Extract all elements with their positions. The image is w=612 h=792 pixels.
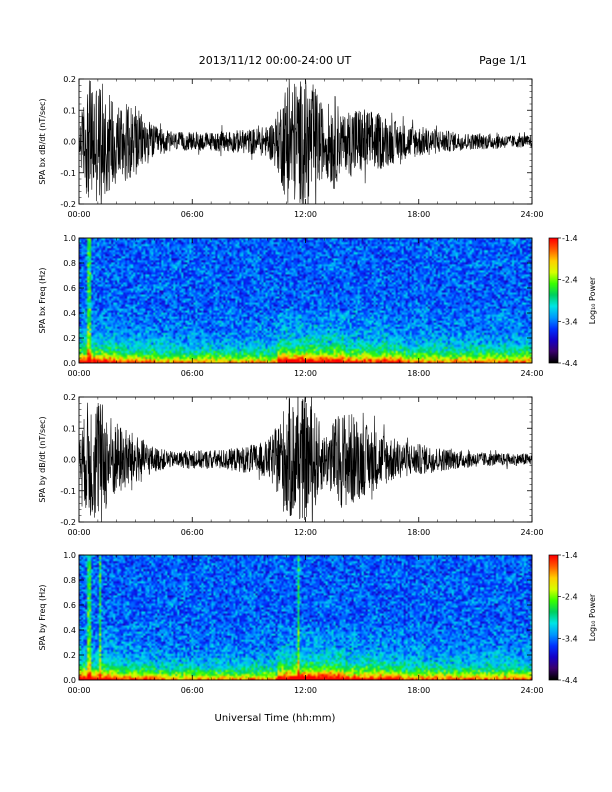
- y-tick-label: 0.0: [63, 359, 76, 368]
- panel-4-spectrogram: -1.4 -2.4 -3.4 -4.4 Log₁₀ Power: [78, 551, 597, 685]
- colorbar-tick-label: -3.4: [562, 634, 578, 643]
- y-tick-label: 0.0: [63, 138, 76, 147]
- y-tick-label: 0.8: [63, 259, 76, 268]
- x-tick-label: 24:00: [520, 686, 543, 695]
- colorbar-tick-label: -4.4: [562, 676, 578, 685]
- x-tick-label: 18:00: [407, 528, 430, 537]
- colorbar-frame: [548, 237, 559, 364]
- y-tick-label: 0.4: [63, 626, 76, 635]
- x-tick-label: 06:00: [181, 369, 204, 378]
- panels: 0.20.10.0-0.1-0.200:00 06:00 12:00 18:00 24:…: [38, 75, 597, 695]
- x-tick-label: 00:00: [67, 369, 90, 378]
- y-tick-label: 1.0: [63, 551, 76, 560]
- y-tick-label: 0.8: [63, 576, 76, 585]
- y-tick-label: -0.1: [60, 169, 76, 178]
- y-axis-label: SPA bx dB/dt (nT/sec): [38, 98, 47, 184]
- colorbar-label: Log₁₀ Power: [588, 276, 597, 324]
- x-tick-label: 12:00: [294, 528, 317, 537]
- spectrogram-image: [79, 238, 532, 363]
- y-tick-label: 0.2: [63, 334, 76, 343]
- colorbar: [549, 238, 558, 363]
- colorbar-tick-label: -3.4: [562, 317, 578, 326]
- y-tick-label: 0.2: [63, 393, 76, 402]
- panel-3: 0.2 0.1 0.0 -0.1 -0.200:00 06:00 12:00 18:00 24:…: [38, 393, 544, 537]
- panel-2: 1.0 0.8 0.6 0.4 0.2 0.000:00 06:00 12:00 18:00 24…: [38, 234, 544, 378]
- y-axis-label: SPA bx Freq (Hz): [38, 268, 47, 334]
- y-tick-label: -0.1: [60, 487, 76, 496]
- x-tick-label: 06:00: [181, 686, 204, 695]
- x-tick-label: 06:00: [181, 528, 204, 537]
- plot-title: 2013/11/12 00:00-24:00 UT: [199, 54, 352, 67]
- y-tick-label: -0.2: [60, 200, 76, 209]
- x-tick-label: 18:00: [407, 210, 430, 219]
- panel-4: 1.0 0.8 0.6 0.4 0.2 0.000:00 06:00 12:00 18:00 24…: [38, 551, 544, 695]
- x-tick-label: 24:00: [520, 369, 543, 378]
- y-axis-label: SPA by Freq (Hz): [38, 585, 47, 651]
- x-tick-label: 18:00: [407, 369, 430, 378]
- x-tick-label: 24:00: [520, 528, 543, 537]
- x-tick-label: 06:00: [181, 210, 204, 219]
- x-tick-label: 12:00: [294, 686, 317, 695]
- colorbar-tick-label: -1.4: [562, 551, 578, 560]
- colorbar-tick-label: -2.4: [562, 593, 578, 602]
- y-tick-label: 0.0: [63, 456, 76, 465]
- colorbar-tick-label: -2.4: [562, 276, 578, 285]
- x-tick-label: 12:00: [294, 210, 317, 219]
- series-trace: [79, 397, 532, 522]
- panel-1-plot: [78, 78, 533, 205]
- y-tick-label: 1.0: [63, 234, 76, 243]
- y-tick-label: 0.4: [63, 309, 76, 318]
- y-tick-label: 0.2: [63, 75, 76, 84]
- colorbar-label: Log₁₀ Power: [588, 593, 597, 641]
- colorbar-tick-label: -4.4: [562, 359, 578, 368]
- y-tick-label: 0.6: [63, 284, 76, 293]
- y-tick-label: 0.1: [63, 106, 76, 115]
- x-tick-label: 18:00: [407, 686, 430, 695]
- panel-2-spectrogram: -1.4 -2.4 -3.4 -4.4 Log₁₀ Power: [78, 234, 597, 368]
- x-tick-label: 00:00: [67, 528, 90, 537]
- y-tick-label: -0.2: [60, 518, 76, 527]
- y-tick-label: 0.1: [63, 424, 76, 433]
- y-axis-label: SPA by dB/dt (nT/sec): [38, 416, 47, 502]
- colorbar: [549, 555, 558, 680]
- x-tick-label: 12:00: [294, 369, 317, 378]
- x-tick-label: 00:00: [67, 686, 90, 695]
- y-tick-label: 0.2: [63, 651, 76, 660]
- spectrogram-image: [79, 555, 532, 680]
- y-tick-label: 0.0: [63, 676, 76, 685]
- y-tick-label: 0.6: [63, 601, 76, 610]
- colorbar-tick-label: -1.4: [562, 234, 578, 243]
- panel-1: 0.2 0.1 0.0 -0.1 -0.200:00 06:00 12:00 18:00 24:…: [38, 75, 544, 219]
- x-axis-title: Universal Time (hh:mm): [215, 713, 336, 724]
- series-trace: [79, 79, 532, 204]
- page-indicator: Page 1/1: [479, 54, 527, 67]
- x-tick-label: 00:00: [67, 210, 90, 219]
- x-tick-label: 24:00: [520, 210, 543, 219]
- colorbar-frame: [548, 554, 559, 681]
